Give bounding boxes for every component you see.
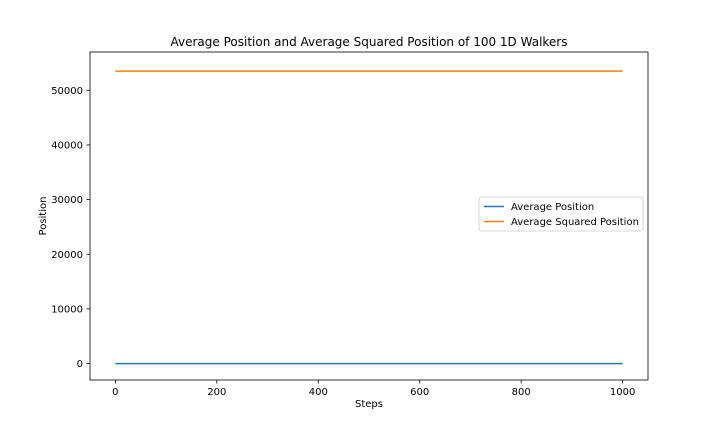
y-axis-label: Position bbox=[38, 197, 49, 236]
plot-frame bbox=[89, 51, 649, 381]
chart-title: Average Position and Average Squared Pos… bbox=[171, 35, 568, 49]
y-tick-label: 40000 bbox=[51, 140, 83, 151]
legend-label-0: Average Position bbox=[511, 202, 594, 213]
y-tick-label: 30000 bbox=[51, 195, 83, 206]
series-layer bbox=[115, 70, 623, 365]
x-tick-label: 0 bbox=[112, 387, 118, 398]
legend: Average Position Average Squared Position bbox=[478, 196, 644, 232]
x-axis-label: Steps bbox=[355, 399, 383, 410]
x-tick-label: 800 bbox=[512, 387, 531, 398]
y-tick-label: 20000 bbox=[51, 250, 83, 261]
legend-label-1: Average Squared Position bbox=[511, 217, 639, 228]
legend-box bbox=[478, 196, 644, 232]
x-tick-label: 200 bbox=[207, 387, 226, 398]
y-tick-label: 0 bbox=[77, 359, 83, 370]
x-axis-ticks: 0 200 400 600 800 1000 bbox=[112, 380, 635, 398]
y-tick-label: 10000 bbox=[51, 304, 83, 315]
x-tick-label: 600 bbox=[410, 387, 429, 398]
y-tick-label: 50000 bbox=[51, 86, 83, 97]
plot-area bbox=[89, 51, 649, 381]
x-tick-label: 400 bbox=[309, 387, 328, 398]
y-axis-ticks: 0 10000 20000 30000 40000 50000 bbox=[51, 86, 90, 370]
x-tick-label: 1000 bbox=[610, 387, 635, 398]
